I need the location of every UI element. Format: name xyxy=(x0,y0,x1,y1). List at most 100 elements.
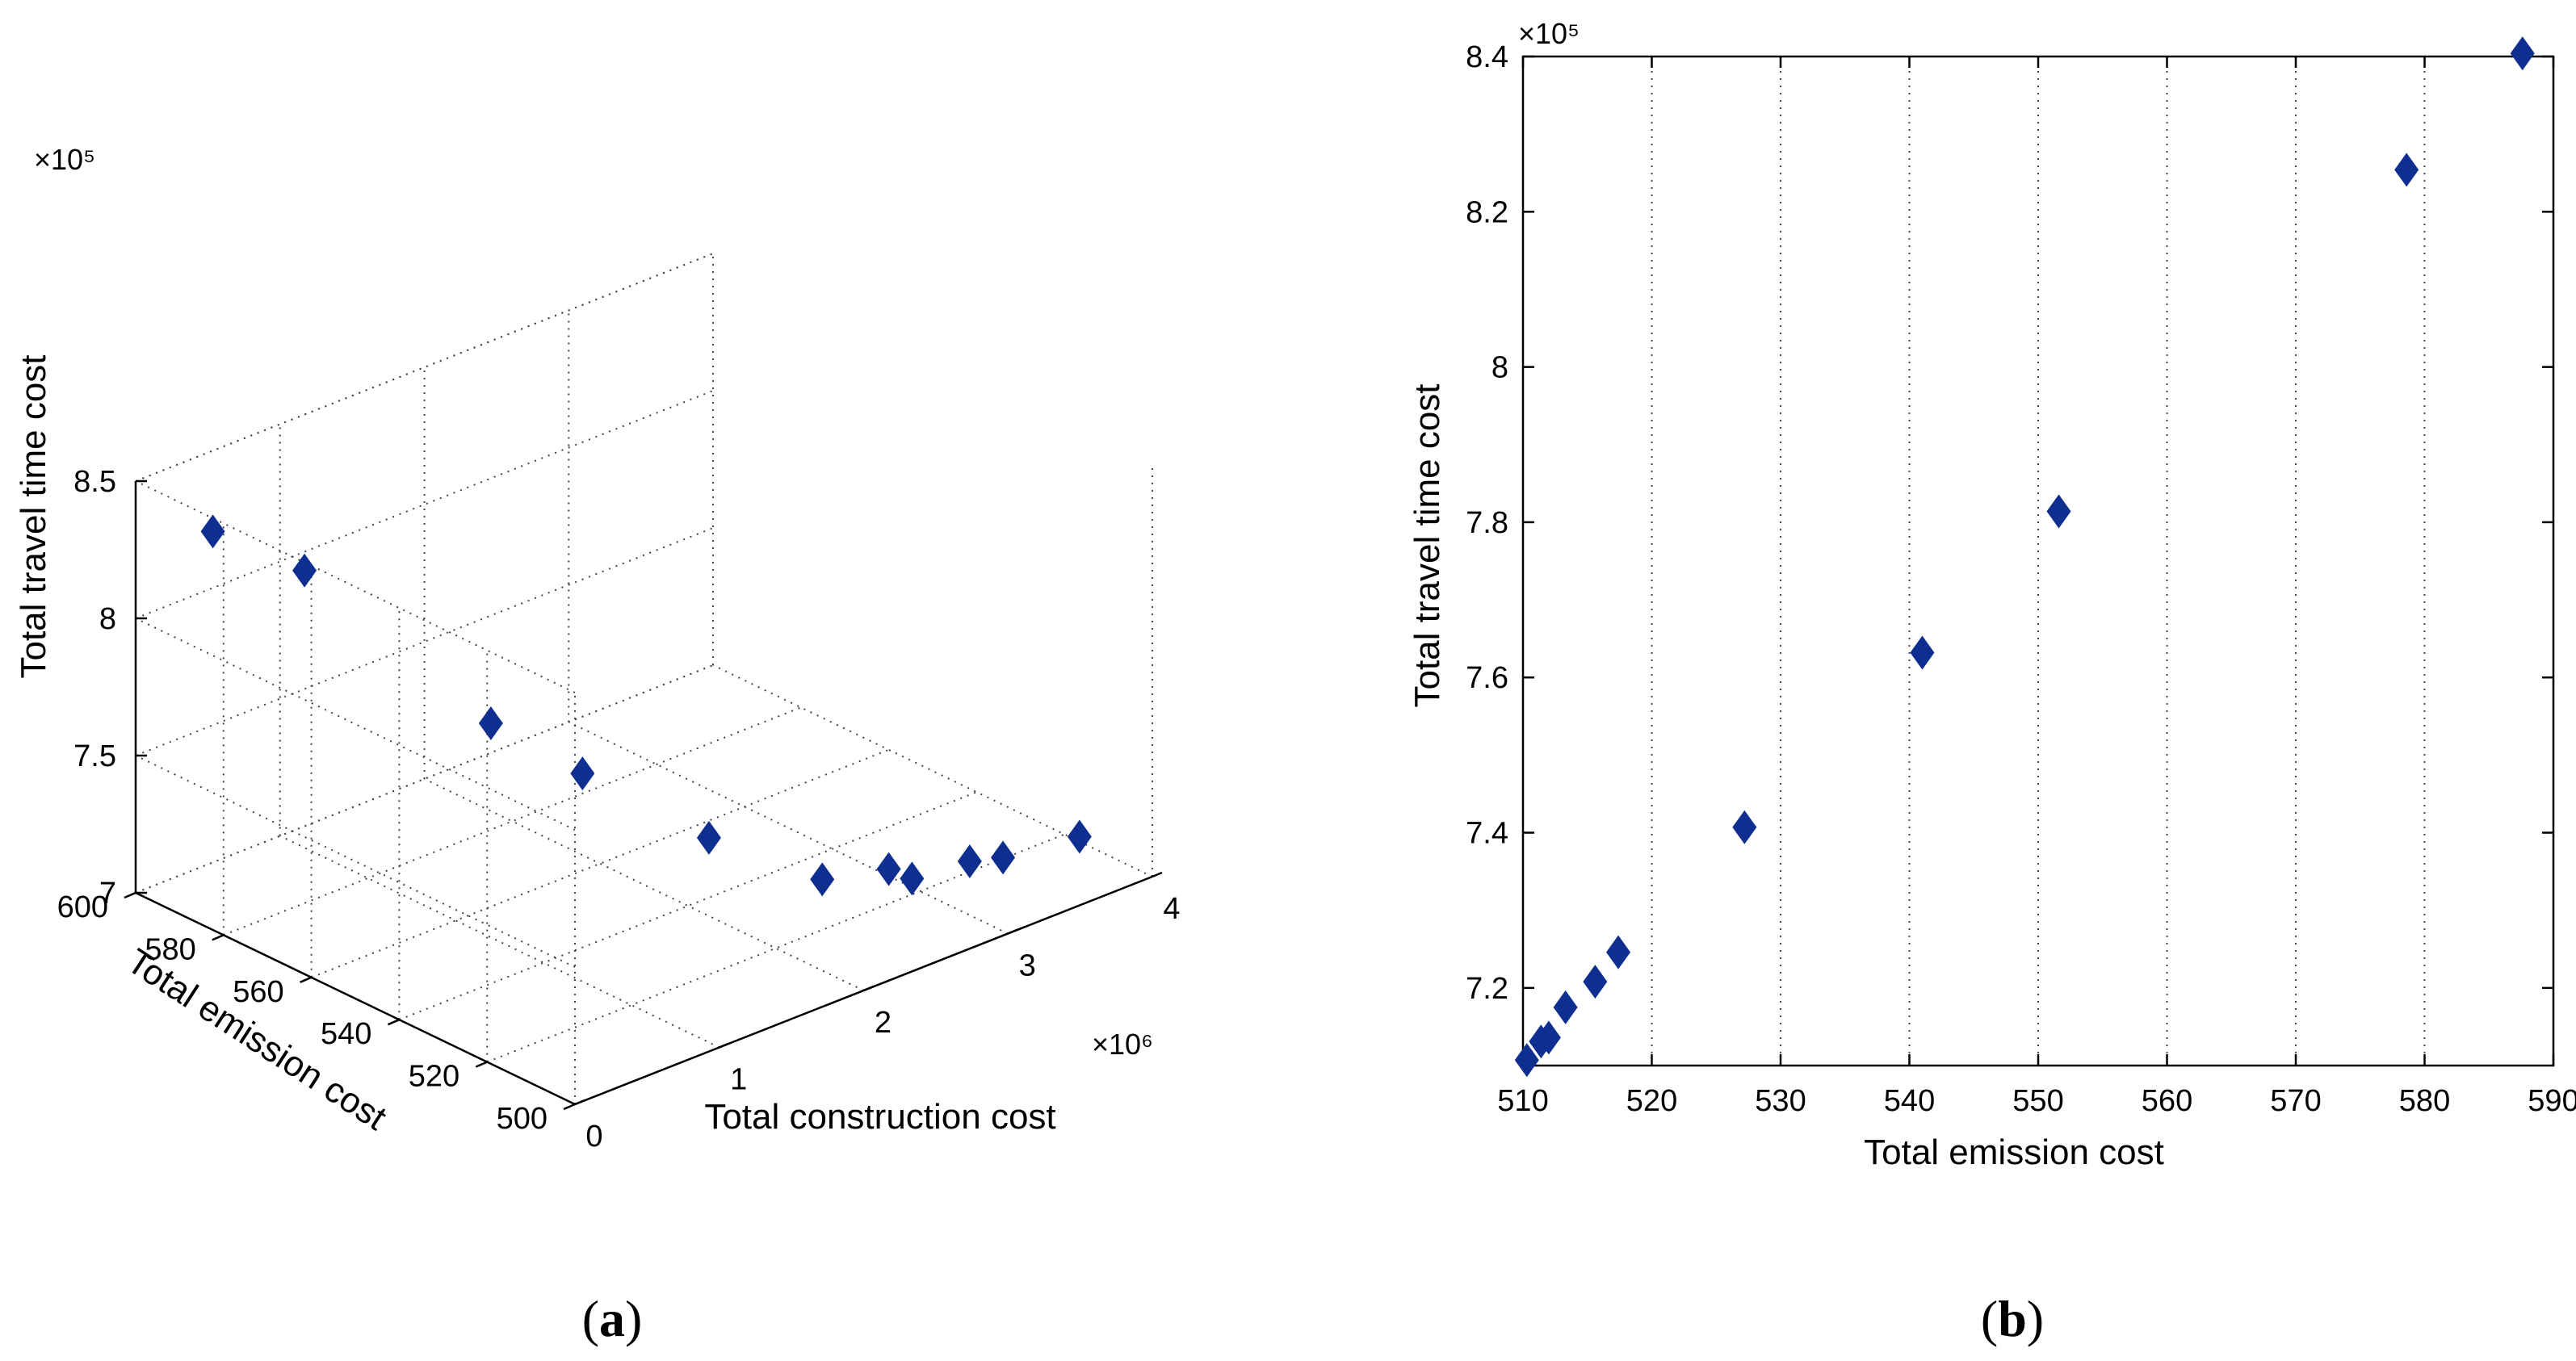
a-z-tick-label: 7 xyxy=(99,877,116,911)
chart-a-axes xyxy=(134,481,1153,1106)
a-data-point xyxy=(478,706,503,741)
a-panel-open-paren: ( xyxy=(582,1290,599,1347)
chart-a-y-tick-labels: 500 520 540 560 580 600 xyxy=(57,890,548,1136)
a-x-tick-label: 0 xyxy=(585,1120,602,1154)
chart-a: 0 1 2 3 4 500 520 540 560 580 600 7 7.5 … xyxy=(14,143,1181,1347)
chart-a-z-tick-labels: 7 7.5 8 8.5 xyxy=(73,465,116,911)
chart-a-ticks xyxy=(124,479,1163,1111)
a-x-axis-label: Total construction cost xyxy=(704,1097,1055,1137)
a-z-tick-label: 8 xyxy=(99,602,116,636)
a-x-tick xyxy=(574,1099,585,1106)
a-y-tick xyxy=(475,1061,488,1068)
a-y-tick-label: 540 xyxy=(321,1017,371,1051)
a-data-point xyxy=(696,820,721,855)
a-grid-line xyxy=(135,618,576,831)
chart-b: 510 520 530 540 550 560 570 580 590 7.2 … xyxy=(1408,17,2576,1347)
a-x-tick xyxy=(1152,871,1163,878)
b-y-tick-label: 7.8 xyxy=(1466,506,1508,540)
a-grid-line xyxy=(279,835,720,1049)
chart-b-ticks xyxy=(1521,55,2555,1066)
a-y-tick xyxy=(563,1103,576,1111)
a-grid-line xyxy=(135,527,714,756)
a-grid-line xyxy=(712,664,1153,877)
chart-b-y-tick-labels: 7.2 7.4 7.6 7.8 8 8.2 8.4 xyxy=(1466,40,1508,1006)
a-x-tick-label: 4 xyxy=(1163,892,1180,926)
b-y-tick-label: 8.2 xyxy=(1466,195,1508,229)
b-data-point xyxy=(1910,635,1935,670)
chart-a-points xyxy=(200,514,1092,897)
b-x-axis-label: Total emission cost xyxy=(1864,1133,2164,1172)
b-x-tick-label: 560 xyxy=(2142,1084,2192,1118)
b-y-multiplier: ×10⁵ xyxy=(1518,17,1580,50)
b-x-tick-label: 520 xyxy=(1626,1084,1677,1118)
b-y-axis-label: Total travel time cost xyxy=(1408,383,1447,707)
a-grid-line xyxy=(135,390,714,619)
b-x-tick-label: 540 xyxy=(1884,1084,1935,1118)
a-z-multiplier: ×10⁵ xyxy=(34,143,95,176)
b-data-point xyxy=(1553,990,1578,1024)
a-grid-line xyxy=(568,721,1009,935)
a-x-tick-label: 1 xyxy=(730,1063,747,1097)
a-grid-line xyxy=(223,706,802,936)
b-panel-label: (b) xyxy=(1981,1290,2044,1347)
a-x-multiplier: ×10⁶ xyxy=(1092,1028,1153,1061)
b-x-tick-label: 580 xyxy=(2399,1084,2450,1118)
a-z-axis-label: Total travel time cost xyxy=(14,354,53,678)
a-grid-line xyxy=(311,748,889,978)
a-grid-line xyxy=(135,253,714,482)
chart-b-points xyxy=(1514,36,2535,1078)
a-y-tick xyxy=(212,934,224,941)
b-panel-open-paren: ( xyxy=(1981,1290,1998,1347)
a-grid-line xyxy=(399,791,977,1021)
b-x-tick-label: 530 xyxy=(1755,1084,1806,1118)
b-data-point xyxy=(2394,153,2419,187)
b-data-point xyxy=(1514,1043,1539,1078)
a-y-tick-label: 520 xyxy=(409,1060,459,1094)
a-y-axis xyxy=(135,891,576,1106)
b-data-point xyxy=(1606,935,1631,969)
a-y-tick xyxy=(124,891,136,899)
a-y-tick-label: 600 xyxy=(57,890,108,924)
b-y-tick-label: 7.4 xyxy=(1466,817,1508,851)
a-z-tick-label: 7.5 xyxy=(73,739,116,773)
a-data-point xyxy=(200,514,225,549)
a-grid-line xyxy=(424,778,864,991)
b-data-point xyxy=(1732,810,1757,844)
a-data-point xyxy=(292,553,317,588)
a-panel-letter: a xyxy=(599,1290,625,1347)
a-data-point xyxy=(991,840,1016,875)
chart-b-grid xyxy=(1651,57,2426,1066)
a-grid-line xyxy=(486,833,1065,1063)
b-data-point xyxy=(2046,494,2071,529)
b-x-tick-label: 570 xyxy=(2270,1084,2321,1118)
a-data-point xyxy=(957,844,982,879)
b-data-point xyxy=(1583,965,1608,999)
a-data-point xyxy=(1067,819,1092,854)
a-y-tick-label: 560 xyxy=(233,975,283,1009)
b-y-tick-label: 8 xyxy=(1491,351,1508,385)
a-x-tick xyxy=(1007,928,1018,935)
a-panel-close-paren: ) xyxy=(625,1290,642,1347)
a-y-tick-label: 580 xyxy=(145,932,195,966)
chart-a-x-tick-labels: 0 1 2 3 4 xyxy=(585,892,1180,1154)
a-grid-line xyxy=(135,755,576,968)
b-x-tick-label: 550 xyxy=(2012,1084,2063,1118)
a-x-tick-label: 2 xyxy=(875,1006,892,1040)
b-y-tick-label: 7.6 xyxy=(1466,661,1508,695)
b-panel-letter: b xyxy=(1998,1290,2027,1347)
a-x-tick xyxy=(863,985,874,992)
a-x-tick-label: 3 xyxy=(1019,949,1036,983)
chart-a-grid xyxy=(135,253,1153,1105)
b-panel-close-paren: ) xyxy=(2027,1290,2044,1347)
a-y-tick-label: 500 xyxy=(497,1102,548,1136)
a-grid-line xyxy=(135,253,714,482)
a-data-point xyxy=(810,862,835,897)
b-x-tick-label: 510 xyxy=(1497,1084,1548,1118)
a-y-tick xyxy=(387,1019,400,1026)
b-x-tick-label: 590 xyxy=(2528,1084,2576,1118)
b-data-point xyxy=(2510,36,2535,71)
a-panel-label: (a) xyxy=(582,1290,643,1347)
b-y-tick-label: 8.4 xyxy=(1466,40,1508,74)
a-x-tick xyxy=(719,1042,730,1049)
